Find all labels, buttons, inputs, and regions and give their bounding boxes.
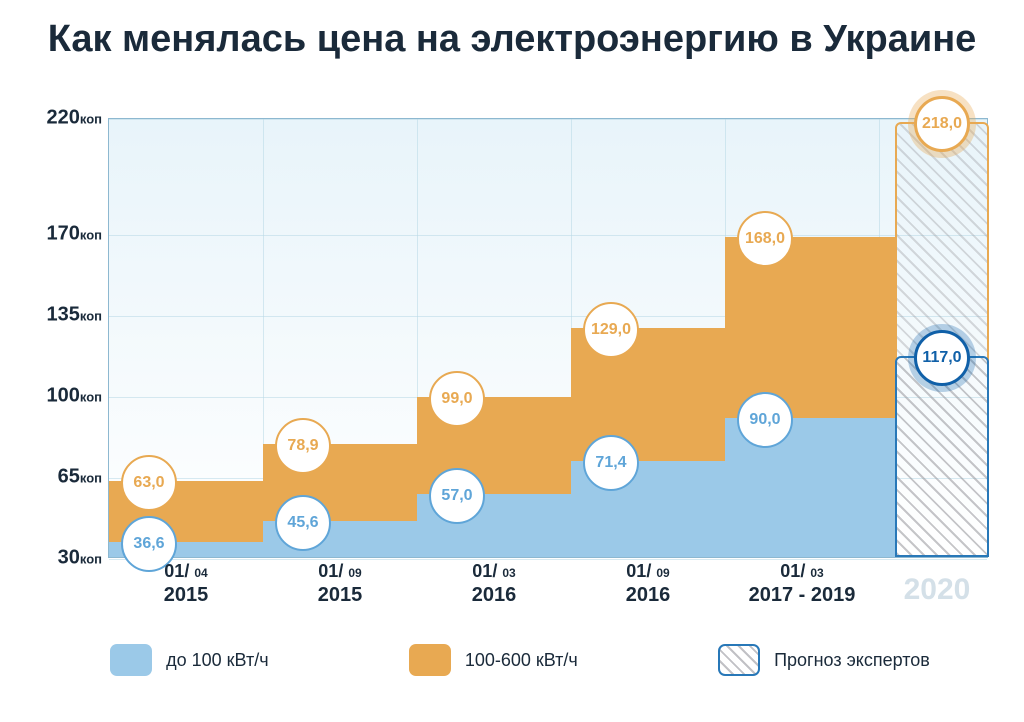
x-tick-label-forecast: 2020	[875, 573, 999, 607]
x-tick-label: 01/ 092015	[263, 561, 417, 607]
legend-label: Прогноз экспертов	[774, 650, 930, 671]
value-bubble-high: 99,0	[429, 371, 485, 427]
legend: до 100 кВт/ч 100-600 кВт/ч Прогноз экспе…	[40, 630, 1000, 690]
swatch-icon	[409, 644, 451, 676]
forecast-bar-low	[895, 356, 989, 557]
value-bubble-high: 129,0	[583, 302, 639, 358]
y-tick-label: 170коп	[40, 222, 102, 245]
value-bubble-high: 78,9	[275, 418, 331, 474]
legend-item-high: 100-600 кВт/ч	[409, 644, 578, 676]
swatch-icon	[718, 644, 760, 676]
value-bubble-high: 63,0	[121, 455, 177, 511]
value-bubble-low: 57,0	[429, 468, 485, 524]
x-tick-label: 01/ 032016	[417, 561, 571, 607]
forecast-bubble-high: 218,0	[914, 96, 970, 152]
chart-title: Как менялась цена на электроэнергию в Ук…	[0, 0, 1024, 68]
y-tick-label: 135коп	[40, 303, 102, 326]
x-tick-label: 01/ 092016	[571, 561, 725, 607]
value-bubble-high: 168,0	[737, 211, 793, 267]
legend-item-forecast: Прогноз экспертов	[718, 644, 930, 676]
swatch-icon	[110, 644, 152, 676]
legend-label: 100-600 кВт/ч	[465, 650, 578, 671]
value-bubble-low: 90,0	[737, 392, 793, 448]
y-tick-label: 30коп	[40, 547, 102, 570]
y-tick-label: 220коп	[40, 107, 102, 130]
y-tick-label: 100коп	[40, 384, 102, 407]
plot: 63,036,678,945,699,057,0129,071,4168,090…	[108, 118, 988, 558]
value-bubble-low: 45,6	[275, 495, 331, 551]
chart-area: 63,036,678,945,699,057,0129,071,4168,090…	[40, 118, 1000, 608]
legend-label: до 100 кВт/ч	[166, 650, 268, 671]
forecast-bubble-low: 117,0	[914, 330, 970, 386]
legend-item-low: до 100 кВт/ч	[110, 644, 268, 676]
x-tick-label: 01/ 042015	[109, 561, 263, 607]
value-bubble-low: 71,4	[583, 435, 639, 491]
y-tick-label: 65коп	[40, 465, 102, 488]
x-tick-label: 01/ 032017 - 2019	[725, 561, 879, 607]
